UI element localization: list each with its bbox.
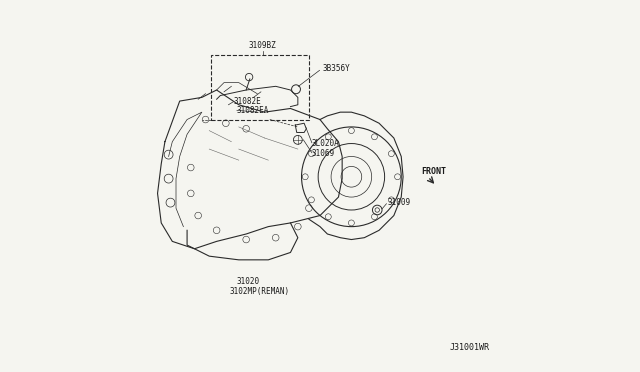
Text: 31082EA: 31082EA [237,106,269,115]
Text: 31009: 31009 [387,198,410,207]
Bar [211,55,309,119]
Text: 3102MP(REMAN): 3102MP(REMAN) [230,288,290,296]
Text: J31001WR: J31001WR [450,343,490,352]
Text: 31069: 31069 [312,149,335,158]
Text: 31082E: 31082E [233,97,261,106]
Text: 3L020A: 3L020A [312,139,340,148]
Text: FRONT: FRONT [422,167,447,176]
Text: 3109BZ: 3109BZ [249,41,276,50]
Text: 31020: 31020 [237,278,260,286]
Text: 3B356Y: 3B356Y [323,64,351,73]
